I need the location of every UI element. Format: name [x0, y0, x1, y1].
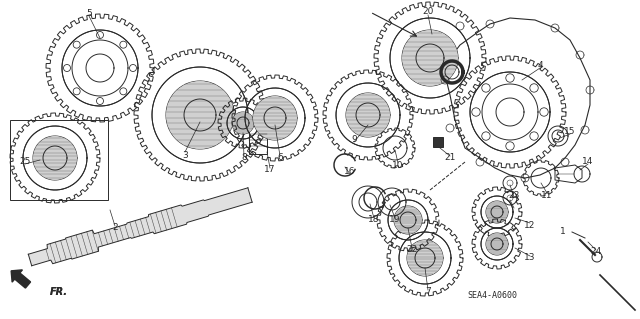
Circle shape [166, 81, 234, 149]
Text: 9: 9 [351, 136, 357, 145]
Text: 11: 11 [541, 190, 553, 199]
Text: 4: 4 [537, 61, 543, 70]
Circle shape [394, 206, 422, 234]
Text: 1: 1 [560, 227, 566, 236]
Polygon shape [28, 188, 252, 266]
Text: 7: 7 [425, 287, 431, 296]
FancyArrow shape [11, 270, 31, 288]
Text: 15: 15 [564, 128, 576, 137]
Text: 21: 21 [444, 153, 456, 162]
Text: 10: 10 [392, 160, 404, 169]
Circle shape [402, 30, 458, 86]
Text: 14: 14 [582, 158, 594, 167]
Text: 19: 19 [389, 216, 401, 225]
Bar [249, 126, 267, 154]
Circle shape [407, 240, 443, 276]
Text: 17: 17 [264, 166, 276, 174]
Text: 20: 20 [422, 8, 434, 17]
Text: 8: 8 [241, 153, 247, 162]
Text: 18: 18 [368, 216, 380, 225]
Text: 13: 13 [524, 254, 536, 263]
Text: 2: 2 [112, 224, 118, 233]
Text: 25: 25 [19, 158, 31, 167]
Text: FR.: FR. [50, 287, 68, 297]
Text: 22: 22 [406, 246, 418, 255]
Circle shape [486, 201, 508, 223]
Text: 6: 6 [277, 153, 283, 162]
Text: 23: 23 [508, 190, 520, 199]
Bar [10, 120, 108, 200]
Circle shape [253, 96, 297, 140]
Bar [433, 137, 443, 147]
Circle shape [486, 233, 508, 255]
Text: 5: 5 [86, 10, 92, 19]
Text: 3: 3 [182, 151, 188, 160]
Text: 24: 24 [590, 248, 602, 256]
Circle shape [33, 136, 77, 180]
Circle shape [346, 93, 390, 137]
Text: FR.: FR. [50, 287, 68, 297]
Text: SEA4-A0600: SEA4-A0600 [467, 292, 517, 300]
Text: 12: 12 [524, 220, 536, 229]
Circle shape [232, 112, 254, 134]
Text: 16: 16 [344, 167, 356, 176]
